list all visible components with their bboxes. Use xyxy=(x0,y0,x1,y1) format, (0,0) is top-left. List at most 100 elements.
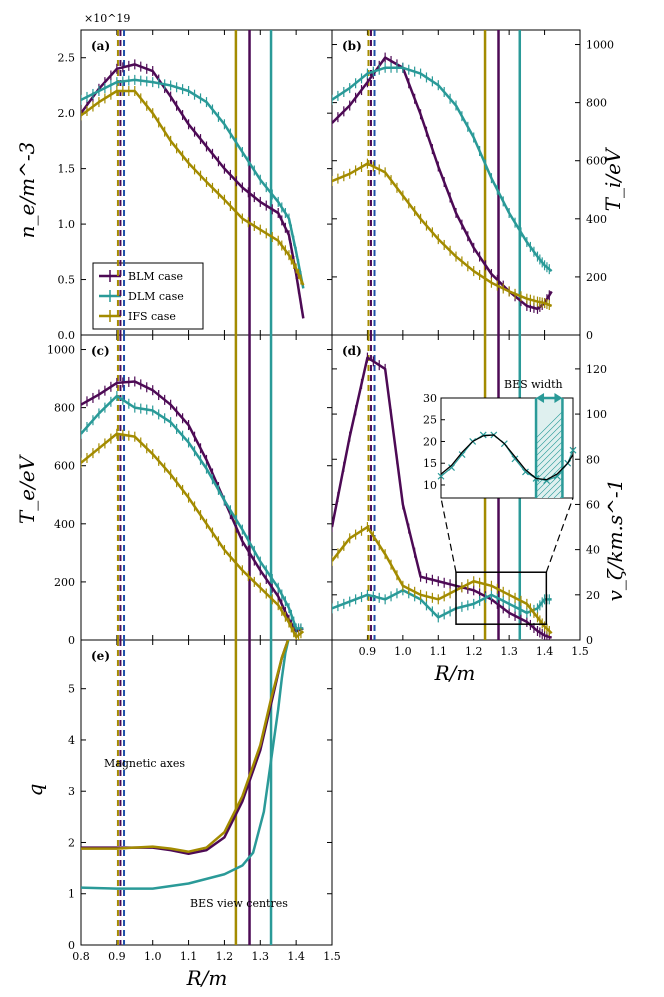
data-layer: 10 15 20 25 30 xyxy=(81,30,664,945)
ytick-label-c: 1000 xyxy=(47,344,75,357)
panel-label-a: (a) xyxy=(91,39,110,53)
inset-data-point xyxy=(553,472,561,480)
text-layer: ×10^19 n_e/m^-3 T_i/eV T_e/eV v_ζ/km.s^-… xyxy=(15,12,627,990)
ytick-label-a: 0.0 xyxy=(58,329,76,342)
xtick-label-e: 1.2 xyxy=(216,950,234,963)
xtick-label-d: 0.9 xyxy=(359,645,377,658)
ytick-label-c: 0 xyxy=(68,634,75,647)
panel-label-b: (b) xyxy=(342,39,362,53)
inset-ytick-label: 10 xyxy=(423,479,437,492)
ytick-label-a: 2.5 xyxy=(58,52,76,65)
ytick-label-d: 100 xyxy=(586,408,607,421)
xtick-label-d: 1.4 xyxy=(536,645,554,658)
hatch-line xyxy=(638,398,664,498)
inset-ytick-label: 15 xyxy=(423,457,437,470)
inset-fit-line xyxy=(440,434,574,481)
ytick-label-e: 4 xyxy=(68,734,75,747)
ytick-label-b: 800 xyxy=(586,97,607,110)
ytick-label-d: 80 xyxy=(586,453,600,466)
inset-data-point xyxy=(522,468,529,476)
ylabel-e: q xyxy=(23,784,47,797)
plot-area-a xyxy=(81,30,305,335)
xtick-label-e: 1.0 xyxy=(144,950,162,963)
legend-entry: DLM case xyxy=(128,290,184,303)
ytick-label-d: 40 xyxy=(586,544,600,557)
inset-data-point xyxy=(511,455,519,463)
ytick-label-a: 1.0 xyxy=(58,218,76,231)
ytick-label-b: 1000 xyxy=(586,39,614,52)
inset-data-point xyxy=(448,464,455,471)
plot-area-e xyxy=(81,640,290,945)
xlabel-d: R/m xyxy=(434,661,476,685)
ytick-label-a: 0.5 xyxy=(58,274,76,287)
hatch-line xyxy=(644,398,664,498)
hatch-line xyxy=(541,477,563,498)
hatch-line xyxy=(536,429,563,457)
ylabel-c: T_e/eV xyxy=(15,453,39,524)
hatch-line xyxy=(536,435,563,463)
bes-view-centres-label: BES view centres xyxy=(190,897,288,910)
plot-area-c xyxy=(81,335,305,640)
hatch-line xyxy=(536,459,563,487)
inset-data-point xyxy=(437,472,445,480)
inset-data-point xyxy=(569,446,577,454)
xtick-label-e: 1.5 xyxy=(323,950,341,963)
ylabel-a: n_e/m^-3 xyxy=(15,142,39,239)
ylabel-b: T_i/eV xyxy=(601,146,625,211)
xlabel-e: R/m xyxy=(186,966,228,990)
ytick-label-b: 400 xyxy=(586,213,607,226)
series-line-IFS xyxy=(81,640,290,853)
panel-frame-e xyxy=(80,639,333,946)
inset-ytick-label: 30 xyxy=(423,392,437,405)
bes-width-label: BES width xyxy=(504,378,563,391)
ylabel-d: v_ζ/km.s^-1 xyxy=(603,479,627,602)
ytick-label-b: 600 xyxy=(586,155,607,168)
inset-ytick-label: 25 xyxy=(423,414,437,427)
ytick-label-b: 0 xyxy=(586,329,593,342)
scale-label-a: ×10^19 xyxy=(84,12,130,25)
bes-width-arrowhead-left xyxy=(536,393,545,403)
panel-label-e: (e) xyxy=(91,649,110,663)
ytick-label-e: 3 xyxy=(68,785,75,798)
zoom-box xyxy=(455,571,548,625)
xtick-label-d: 1.0 xyxy=(394,645,412,658)
panel-frame-d xyxy=(331,334,581,641)
inset: 10 15 20 25 30 xyxy=(423,392,664,499)
ytick-label-d: 20 xyxy=(586,589,600,602)
hatch-line xyxy=(536,423,563,451)
ytick-label-a: 1.5 xyxy=(58,163,76,176)
panel-label-c: (c) xyxy=(91,344,110,358)
xtick-label-d: 1.5 xyxy=(571,645,589,658)
hatch-line xyxy=(536,411,563,439)
ytick-label-e: 5 xyxy=(68,683,75,696)
inset-data-point xyxy=(458,451,466,458)
legend: BLM case DLM case IFS case xyxy=(92,262,204,330)
xtick-label-d: 1.3 xyxy=(500,645,518,658)
ytick-label-a: 2.0 xyxy=(58,107,76,120)
xtick-label-e: 1.4 xyxy=(287,950,305,963)
xtick-label-e: 1.1 xyxy=(180,950,198,963)
xtick-label-d: 1.1 xyxy=(430,645,448,658)
ytick-label-b: 200 xyxy=(586,271,607,284)
series-line-BLM xyxy=(81,640,290,856)
panel-label-d: (d) xyxy=(342,344,362,358)
ytick-label-e: 2 xyxy=(68,836,75,849)
xtick-label-e: 0.8 xyxy=(72,950,90,963)
hatch-line xyxy=(626,398,664,498)
ytick-label-e: 1 xyxy=(68,888,75,901)
magnetic-axes-label: Magnetic axes xyxy=(104,757,185,770)
ytick-label-c: 800 xyxy=(54,402,75,415)
ytick-label-d: 60 xyxy=(586,498,600,511)
legend-entry: IFS case xyxy=(128,310,176,323)
ytick-label-c: 600 xyxy=(54,460,75,473)
xtick-label-e: 1.3 xyxy=(252,950,270,963)
ytick-label-c: 400 xyxy=(54,518,75,531)
series-line-DLM xyxy=(81,640,290,890)
hatch-line xyxy=(536,441,563,469)
inset-ytick-label: 20 xyxy=(423,435,437,448)
hatch-line xyxy=(632,398,664,498)
xtick-label-d: 1.2 xyxy=(465,645,483,658)
ytick-label-d: 0 xyxy=(586,634,593,647)
hatch-line xyxy=(650,398,664,498)
